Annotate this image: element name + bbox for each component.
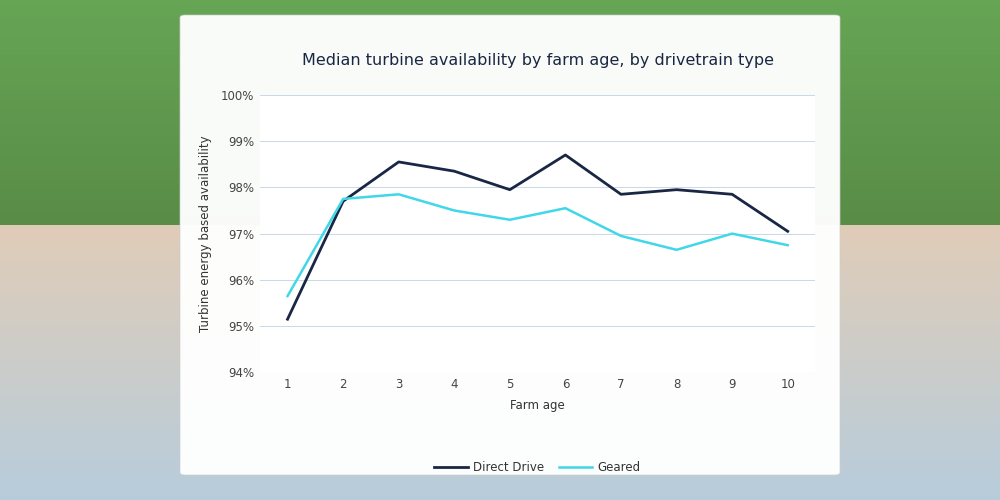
Legend: Direct Drive, Geared: Direct Drive, Geared: [430, 456, 646, 478]
Text: Median turbine availability by farm age, by drivetrain type: Median turbine availability by farm age,…: [302, 52, 774, 68]
X-axis label: Farm age: Farm age: [510, 400, 565, 412]
Y-axis label: Turbine energy based availability: Turbine energy based availability: [199, 136, 212, 332]
